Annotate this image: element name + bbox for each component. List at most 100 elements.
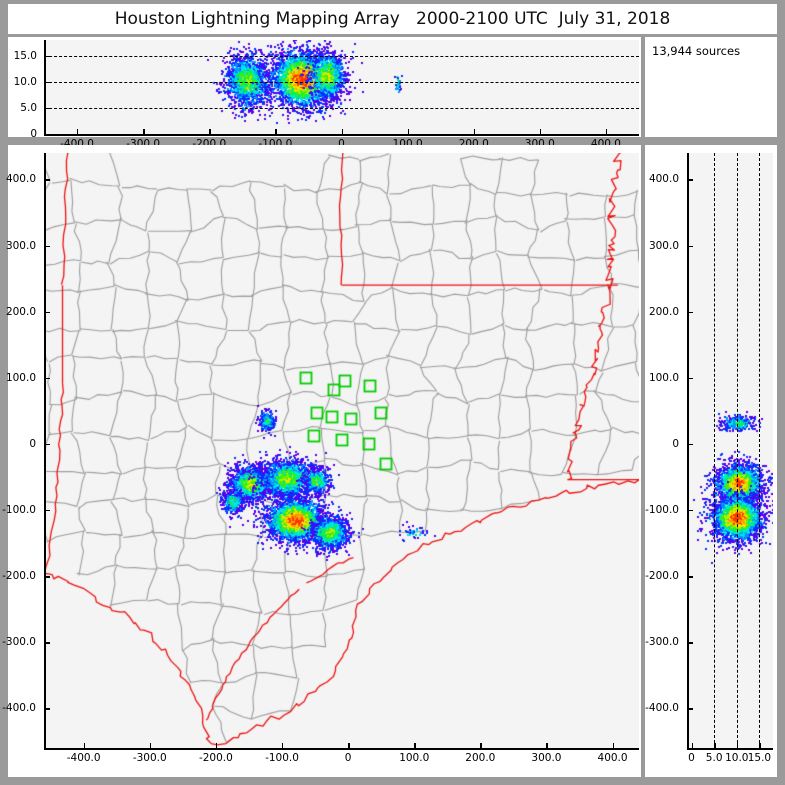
y-tick [44, 510, 50, 512]
x-tick [736, 743, 739, 748]
y-tick [44, 576, 50, 578]
x-tick [77, 129, 79, 134]
y-tick-label: -300.0 [2, 636, 36, 649]
x-tick-label: 100.0 [399, 752, 430, 764]
top-y-axis [44, 40, 46, 134]
x-tick-label: 0 [688, 752, 695, 764]
altitude-vs-east-west-panel: -400.0 -300.0 -200.0 -100.0 0 100.0 200.0 300.0… [8, 37, 641, 150]
y-tick-label: -400.0 [645, 702, 679, 715]
x-tick [414, 743, 416, 748]
y-tick-label: -400.0 [2, 702, 36, 715]
x-tick [348, 743, 350, 748]
x-tick [473, 129, 476, 134]
y-tick-label: -300.0 [645, 636, 679, 649]
y-tick-label: 200.0 [648, 305, 679, 318]
x-tick [275, 129, 277, 134]
y-tick-label: 200.0 [5, 305, 36, 318]
top-scatter-canvas [44, 40, 639, 134]
gridline-vertical [759, 153, 761, 748]
x-tick-label: -400.0 [66, 752, 101, 764]
map-plot-area [44, 153, 639, 748]
x-tick-label: 300.0 [531, 752, 562, 764]
x-tick [480, 743, 482, 748]
y-tick [44, 55, 50, 58]
y-tick-label: 300.0 [5, 239, 36, 252]
x-tick [143, 129, 145, 134]
x-tick [612, 743, 614, 748]
plan-view-map-panel: -400.0 -300.0 -200.0 -100.0 0 100.0 200.0 300.0… [2, 145, 641, 777]
right-plot-area [687, 153, 773, 748]
x-tick [605, 129, 608, 134]
y-tick [44, 107, 50, 110]
y-tick-label: 100.0 [5, 371, 36, 384]
map-x-axis [44, 748, 639, 750]
y-tick-label: 0 [30, 128, 37, 140]
x-tick [407, 129, 409, 134]
y-tick [687, 311, 693, 314]
x-tick-label: 200.0 [465, 752, 496, 764]
y-tick [44, 377, 50, 380]
x-tick-label: -300.0 [132, 752, 167, 764]
x-tick [691, 743, 693, 748]
y-tick-label: 0 [29, 437, 36, 450]
x-tick [215, 743, 218, 748]
x-tick [539, 129, 542, 134]
x-tick [341, 129, 343, 134]
right-x-axis [687, 748, 773, 750]
y-tick [44, 179, 50, 181]
y-tick-label: 15.0 [13, 49, 37, 62]
y-tick-label: 300.0 [648, 239, 679, 252]
x-tick-label: 0 [338, 138, 345, 150]
y-tick-label: 100.0 [648, 371, 679, 384]
x-tick [714, 743, 716, 748]
y-tick-label: 10.0 [13, 75, 37, 88]
altitude-vs-north-south-panel: 0 5.0 10.0 15.0 -400.0 -300.0 -200.0 -100.0 0 100… [645, 145, 777, 777]
y-tick [687, 245, 693, 247]
right-y-axis [687, 153, 689, 748]
x-tick [149, 743, 152, 748]
y-tick-label: 0 [672, 437, 679, 450]
source-count-label: 13,944 sources [652, 44, 741, 58]
page-title: Houston Lightning Mapping Array 2000-210… [114, 9, 671, 29]
gridline-horizontal [44, 81, 639, 83]
y-tick [44, 134, 50, 136]
y-tick [687, 377, 693, 380]
lma-station-markers [44, 153, 639, 748]
gridline-vertical [736, 153, 738, 748]
y-tick [687, 510, 693, 512]
x-tick-label: 5.0 [705, 752, 723, 764]
gridline-horizontal [44, 55, 639, 57]
x-tick-label: 15.0 [747, 752, 772, 764]
y-tick [44, 642, 50, 644]
y-tick [687, 642, 693, 644]
y-tick [687, 708, 693, 710]
y-tick [44, 245, 50, 247]
x-tick-label: 400.0 [597, 752, 628, 764]
y-tick [687, 179, 693, 181]
x-tick-label: -100.0 [265, 752, 299, 764]
top-plot-area [44, 40, 639, 134]
top-x-axis [44, 134, 639, 136]
y-tick [44, 708, 50, 710]
y-tick [44, 311, 50, 314]
right-scatter-canvas [687, 153, 773, 748]
source-count-panel: 13,944 sources [645, 37, 777, 137]
map-y-axis [44, 153, 46, 748]
gridline-horizontal [44, 107, 639, 109]
x-tick [209, 129, 211, 134]
y-tick [687, 576, 693, 578]
y-tick-label: 400.0 [648, 173, 679, 186]
y-tick [44, 443, 50, 446]
y-tick-label: -100.0 [645, 504, 679, 516]
x-tick-label: 10.0 [725, 752, 749, 764]
y-tick-label: 400.0 [5, 173, 36, 186]
y-tick-label: 5.0 [20, 101, 37, 114]
x-tick [546, 743, 548, 748]
x-tick-label: -200.0 [198, 752, 233, 764]
y-tick-label: -100.0 [2, 504, 36, 516]
x-tick [83, 743, 86, 748]
y-tick-label: -200.0 [645, 570, 679, 583]
x-tick [759, 743, 761, 748]
x-tick [282, 743, 284, 748]
